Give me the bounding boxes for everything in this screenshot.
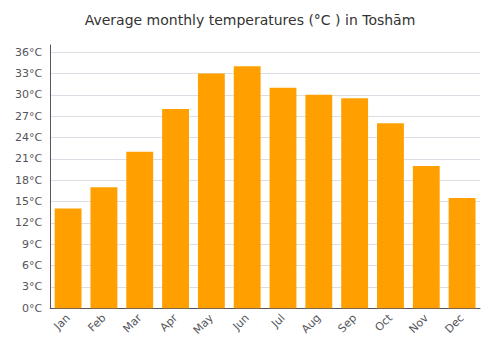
- svg-text:9°C: 9°C: [22, 238, 42, 251]
- svg-text:May: May: [191, 311, 217, 337]
- svg-text:Mar: Mar: [120, 311, 144, 335]
- svg-text:30°C: 30°C: [15, 88, 42, 101]
- svg-text:Apr: Apr: [158, 311, 181, 334]
- svg-text:21°C: 21°C: [15, 152, 42, 165]
- svg-text:Average monthly temperatures (: Average monthly temperatures (°C ) in To…: [85, 12, 416, 28]
- svg-text:33°C: 33°C: [15, 67, 42, 80]
- svg-text:24°C: 24°C: [15, 131, 42, 144]
- svg-text:Jun: Jun: [230, 312, 252, 334]
- svg-text:Dec: Dec: [442, 312, 466, 336]
- svg-text:Nov: Nov: [407, 311, 432, 336]
- svg-text:18°C: 18°C: [15, 174, 42, 187]
- svg-text:Feb: Feb: [86, 312, 109, 335]
- svg-text:Sep: Sep: [335, 312, 359, 336]
- svg-text:3°C: 3°C: [22, 280, 42, 293]
- svg-text:Jan: Jan: [51, 312, 73, 334]
- svg-text:0°C: 0°C: [22, 302, 42, 315]
- svg-text:Aug: Aug: [299, 312, 323, 336]
- svg-text:15°C: 15°C: [15, 195, 42, 208]
- svg-text:36°C: 36°C: [15, 46, 42, 59]
- svg-text:12°C: 12°C: [15, 216, 42, 229]
- svg-text:6°C: 6°C: [22, 259, 42, 272]
- svg-text:27°C: 27°C: [15, 110, 42, 123]
- svg-text:Jul: Jul: [268, 312, 287, 331]
- svg-text:Oct: Oct: [372, 311, 395, 334]
